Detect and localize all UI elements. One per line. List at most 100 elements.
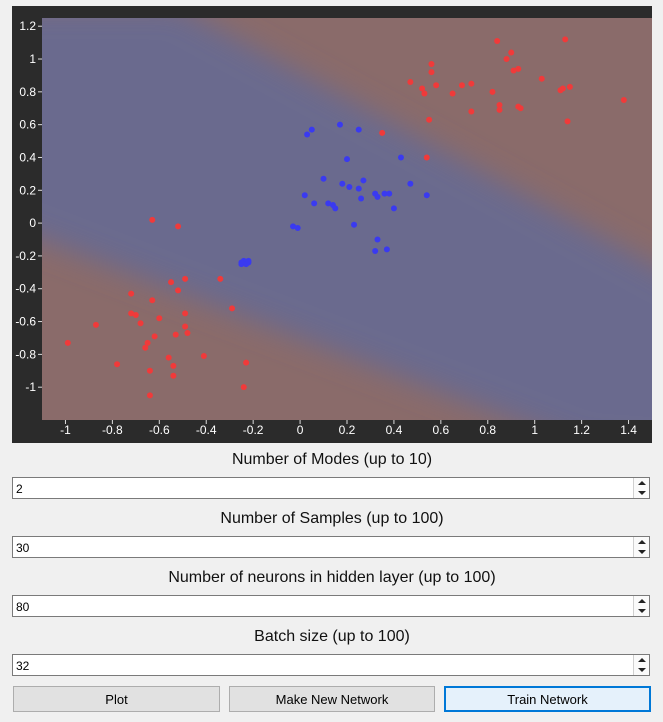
make-new-network-button[interactable]: Make New Network	[229, 686, 435, 712]
neurons-value[interactable]: 80	[16, 600, 30, 614]
x-tick-label: -1	[60, 423, 71, 437]
spin-up-icon[interactable]	[634, 655, 649, 665]
red-data-point	[200, 353, 207, 360]
red-data-point	[458, 82, 465, 89]
red-data-point	[149, 297, 156, 304]
red-data-point	[175, 287, 182, 294]
red-data-point	[128, 310, 135, 317]
blue-data-point	[325, 200, 332, 207]
y-tick-label: -0.6	[15, 315, 36, 329]
x-tick-label: -0.4	[196, 423, 217, 437]
red-data-point	[423, 154, 430, 161]
blue-data-point	[358, 195, 365, 202]
spin-down-icon[interactable]	[634, 606, 649, 616]
red-data-point	[449, 90, 456, 97]
red-data-point	[508, 49, 515, 56]
blue-data-point	[339, 180, 346, 187]
blue-data-point	[351, 221, 358, 228]
modes-value[interactable]: 2	[16, 482, 23, 496]
red-data-point	[515, 65, 522, 72]
x-tick-label: 1	[531, 423, 538, 437]
red-data-point	[379, 129, 386, 136]
blue-data-point	[374, 193, 381, 200]
red-data-point	[517, 105, 524, 112]
y-tick-label: 0	[29, 216, 36, 230]
blue-data-point	[423, 192, 430, 199]
red-data-point	[170, 372, 177, 379]
y-tick-label: -1	[25, 380, 36, 394]
red-data-point	[142, 344, 149, 351]
neurons-spinbox[interactable]: 80	[12, 595, 650, 617]
y-tick-label: -0.2	[15, 249, 36, 263]
blue-data-point	[245, 257, 252, 264]
spin-up-icon[interactable]	[634, 537, 649, 547]
y-tick-label: 0.8	[19, 85, 36, 99]
neurons-spin-buttons[interactable]	[633, 596, 649, 616]
red-data-point	[426, 116, 433, 123]
samples-spin-buttons[interactable]	[633, 537, 649, 557]
blue-data-point	[397, 154, 404, 161]
red-data-point	[182, 275, 189, 282]
red-data-point	[182, 310, 189, 317]
blue-data-point	[344, 156, 350, 163]
blue-data-point	[386, 190, 393, 197]
samples-spinbox[interactable]: 30	[12, 536, 650, 558]
modes-label: Number of Modes (up to 10)	[231, 451, 433, 468]
plot-button[interactable]: Plot	[13, 686, 220, 712]
red-data-point	[168, 279, 175, 286]
spin-down-icon[interactable]	[634, 547, 649, 557]
red-data-point	[243, 359, 250, 366]
blue-data-point	[355, 185, 362, 192]
blue-data-point	[383, 246, 390, 253]
blue-data-point	[308, 126, 315, 133]
red-data-point	[494, 37, 501, 44]
modes-spinbox[interactable]: 2	[12, 477, 650, 499]
spin-down-icon[interactable]	[634, 488, 649, 498]
spin-up-icon[interactable]	[634, 596, 649, 606]
blue-data-point	[390, 205, 397, 212]
blue-data-point	[360, 177, 367, 184]
red-data-point	[562, 36, 569, 43]
red-data-point	[146, 392, 153, 399]
red-data-point	[132, 311, 139, 318]
y-tick-label: 1	[29, 52, 36, 66]
y-tick-label: 0.6	[19, 118, 36, 132]
red-data-point	[172, 331, 179, 338]
train-network-button[interactable]: Train Network	[444, 686, 651, 712]
red-data-point	[538, 75, 545, 82]
red-data-point	[114, 361, 121, 368]
modes-spin-buttons[interactable]	[633, 478, 649, 498]
spin-up-icon[interactable]	[634, 478, 649, 488]
red-data-point	[428, 69, 435, 76]
samples-label: Number of Samples (up to 100)	[220, 510, 444, 527]
batch-label: Batch size (up to 100)	[254, 628, 410, 645]
red-data-point	[182, 323, 189, 330]
blue-data-point	[407, 180, 414, 187]
red-data-point	[149, 216, 156, 223]
red-data-point	[229, 305, 236, 312]
red-data-point	[496, 106, 503, 113]
red-data-point	[620, 97, 627, 104]
red-data-point	[433, 82, 440, 89]
batch-spin-buttons[interactable]	[633, 655, 649, 675]
red-data-point	[564, 118, 571, 125]
red-data-point	[559, 85, 566, 92]
samples-value[interactable]: 30	[16, 541, 30, 555]
x-tick-label: 0.4	[386, 423, 403, 437]
y-tick-label: -0.4	[15, 282, 36, 296]
red-data-point	[468, 108, 475, 115]
blue-data-point	[372, 247, 379, 254]
red-data-point	[217, 275, 224, 282]
spin-down-icon[interactable]	[634, 665, 649, 675]
red-data-point	[170, 362, 177, 369]
blue-data-point	[238, 259, 245, 266]
plot-area: -1 -0.8 -0.6 -0.4 -0.2 0 0.2 0.4 0.6 0.8 1 1.2 1.4 1.…	[12, 6, 652, 443]
red-data-point	[421, 90, 428, 97]
x-tick-label: -0.8	[102, 423, 123, 437]
x-tick-label: 1.2	[573, 423, 590, 437]
batch-spinbox[interactable]: 32	[12, 654, 650, 676]
red-data-point	[175, 223, 182, 230]
batch-value[interactable]: 32	[16, 659, 30, 673]
red-data-point	[128, 290, 135, 297]
x-tick-label: 0.6	[433, 423, 450, 437]
